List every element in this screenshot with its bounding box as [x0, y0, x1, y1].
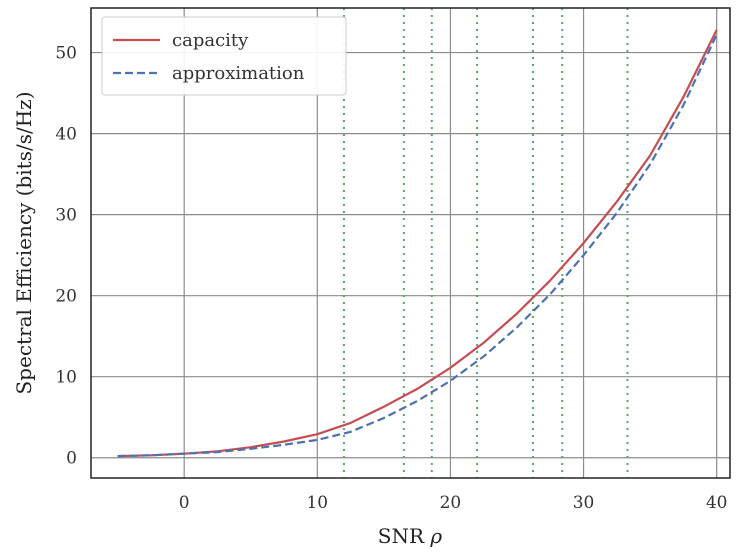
y-tick-label-5: 50	[55, 44, 77, 64]
y-axis-label: Spectral Efficiency (bits/s/Hz)	[12, 91, 36, 394]
x-axis-label: SNR ρ	[378, 524, 443, 548]
series-line-approximation	[117, 34, 718, 458]
y-tick-label-1: 10	[55, 368, 77, 388]
legend-approximation-label: approximation	[172, 63, 305, 84]
series-lines	[117, 29, 718, 458]
y-tick-label-3: 30	[55, 206, 77, 226]
tick-labels: 0 10 20 30 40 0 10 20 30 40 50	[55, 44, 727, 513]
legend-box	[101, 16, 347, 96]
legend: capacity approximation	[101, 16, 347, 96]
x-axis-label-symbol: ρ	[429, 524, 442, 548]
legend-capacity-label: capacity	[172, 30, 249, 51]
y-tick-label-0: 0	[66, 449, 77, 469]
y-tick-label-4: 40	[55, 125, 77, 145]
x-tick-label-4: 40	[706, 493, 728, 513]
y-tick-label-2: 20	[55, 287, 77, 307]
x-tick-label-2: 20	[440, 493, 462, 513]
x-tick-label-3: 30	[573, 493, 595, 513]
x-tick-label-0: 0	[179, 493, 190, 513]
x-axis-label-text: SNR	[378, 524, 425, 548]
x-tick-label-1: 10	[306, 493, 328, 513]
plot-frame	[90, 7, 731, 479]
